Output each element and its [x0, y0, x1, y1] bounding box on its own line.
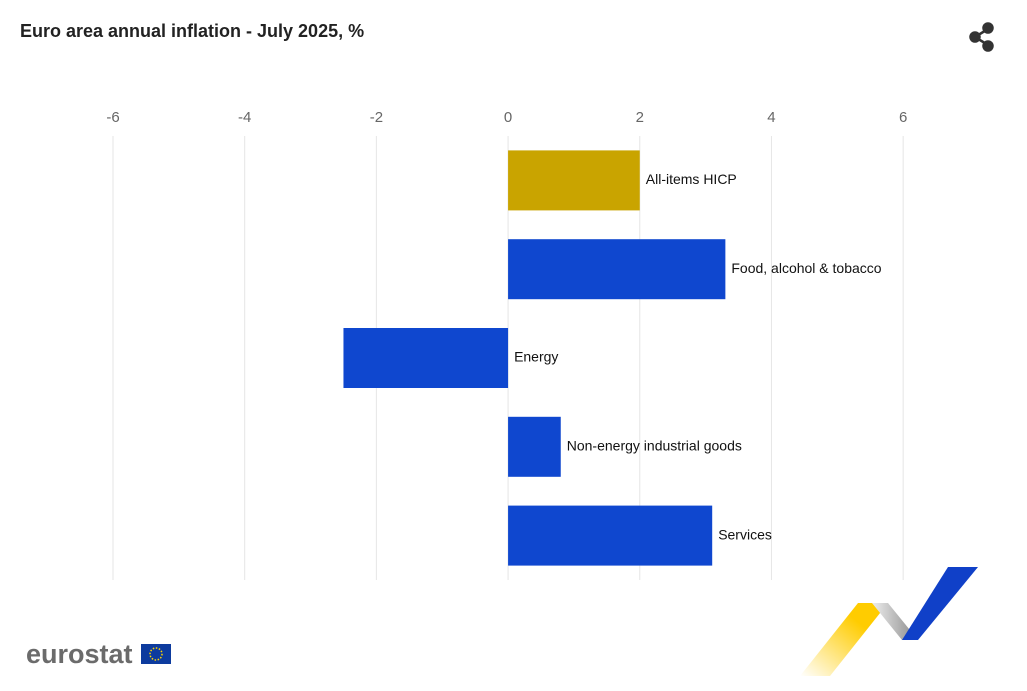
ribbon-yellow: [800, 603, 888, 676]
ribbon-blue: [902, 567, 978, 640]
bar: [508, 416, 561, 477]
category-label: Energy: [514, 349, 558, 365]
x-tick-label: 0: [504, 109, 512, 126]
category-label: Non-energy industrial goods: [567, 438, 742, 454]
share-dot: [982, 40, 994, 52]
plot: -6 -4 -2 0 2 4 6 All-items HICP Food, alcohol & …: [106, 109, 907, 580]
x-tick-label: -2: [370, 109, 383, 126]
eu-flag: [141, 644, 171, 664]
x-tick-label: 2: [636, 109, 644, 126]
x-tick-label: -4: [238, 109, 251, 126]
x-tick-label: 4: [767, 109, 775, 126]
bar: [508, 505, 713, 566]
x-tick-label: 6: [899, 109, 907, 126]
x-tick-label: -6: [106, 109, 119, 126]
ribbon-grey: [872, 603, 918, 640]
bar: [508, 150, 640, 211]
share-icon[interactable]: [969, 22, 994, 52]
category-label: Food, alcohol & tobacco: [731, 260, 881, 276]
chart-title: Euro area annual inflation - July 2025, …: [20, 21, 364, 41]
share-dot: [969, 31, 981, 43]
eu-stars: [149, 647, 163, 661]
bar: [343, 328, 509, 388]
bar: [508, 239, 726, 300]
share-dot: [982, 22, 994, 34]
logo-text: eurostat: [26, 639, 133, 669]
category-label: All-items HICP: [646, 171, 737, 187]
category-label: Services: [718, 526, 772, 542]
